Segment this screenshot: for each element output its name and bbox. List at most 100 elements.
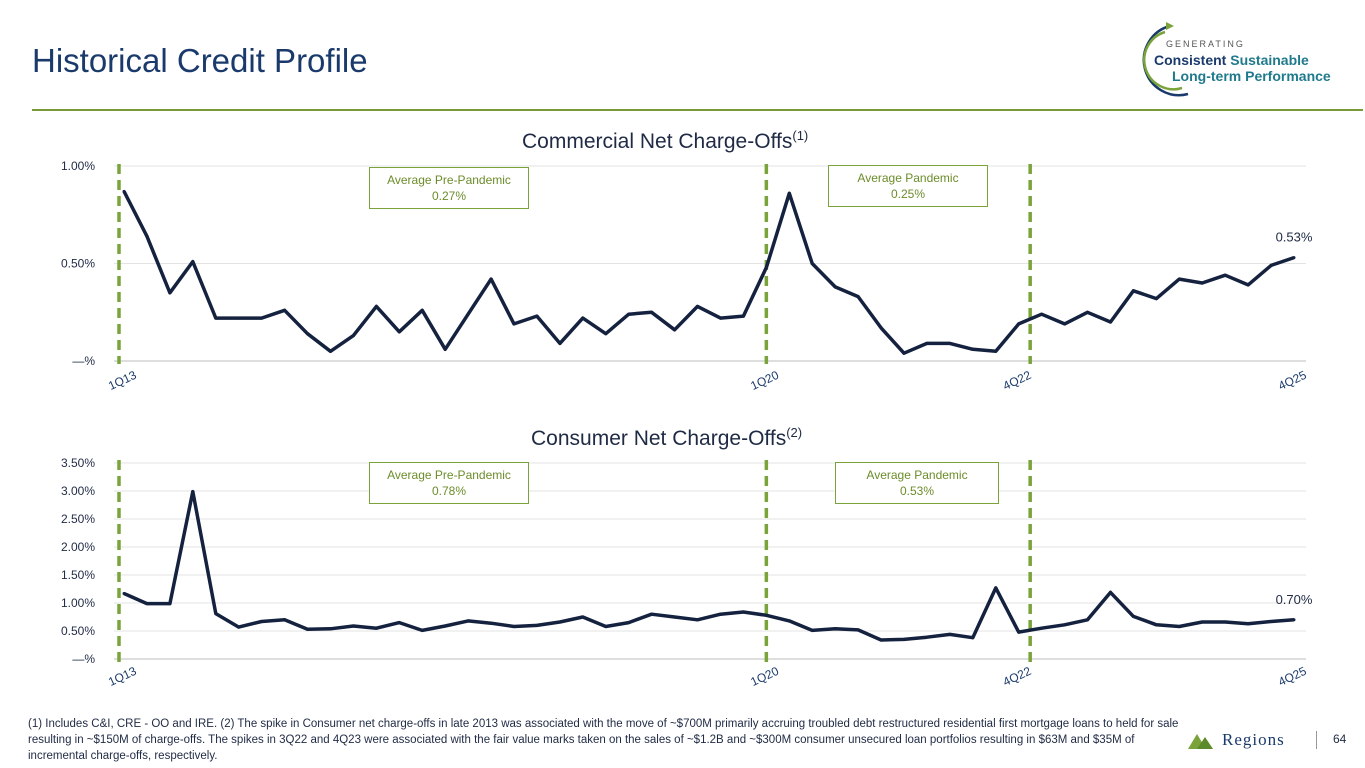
data-point <box>581 316 585 320</box>
annotation-label: Average Pandemic <box>857 171 959 185</box>
data-point <box>971 347 975 351</box>
y-tick-label: 2.00% <box>61 540 95 554</box>
data-point <box>741 610 745 614</box>
y-tick-label: 1.00% <box>61 596 95 610</box>
x-tick-label: 1Q13 <box>106 664 139 689</box>
commercial-chart-title: Commercial Net Charge-Offs(1) <box>522 128 808 154</box>
data-point <box>1131 614 1135 618</box>
data-point <box>948 632 952 636</box>
data-point <box>351 624 355 628</box>
data-point <box>1292 256 1296 260</box>
data-point <box>1246 283 1250 287</box>
x-tick-label: 1Q20 <box>748 664 781 689</box>
data-point <box>1269 263 1273 267</box>
data-point <box>306 627 310 631</box>
logo-line-2: Long-term Performance <box>1172 68 1331 84</box>
data-point <box>237 316 241 320</box>
data-point <box>718 316 722 320</box>
footer-separator <box>1316 731 1317 749</box>
data-point <box>306 332 310 336</box>
data-point <box>948 341 952 345</box>
data-point <box>856 295 860 299</box>
data-point <box>581 615 585 619</box>
y-tick-label: 3.50% <box>61 456 95 470</box>
data-point <box>1177 625 1181 629</box>
commercial-pre-pandemic-annotation: Average Pre-Pandemic 0.27% <box>369 167 529 209</box>
data-point <box>489 277 493 281</box>
data-point <box>214 316 218 320</box>
commercial-title-footnote: (1) <box>792 128 809 143</box>
data-point <box>650 310 654 314</box>
end-value-label: 0.70% <box>1276 592 1313 607</box>
data-point <box>1017 630 1021 634</box>
annotation-label: Average Pandemic <box>866 468 968 482</box>
data-point <box>879 638 883 642</box>
y-tick-label: 2.50% <box>61 512 95 526</box>
data-point <box>1040 312 1044 316</box>
data-point <box>466 312 470 316</box>
title-divider <box>32 109 1363 111</box>
end-value-label: 0.53% <box>1276 230 1313 245</box>
consumer-pre-pandemic-annotation: Average Pre-Pandemic 0.78% <box>369 462 529 504</box>
data-point <box>696 618 700 622</box>
data-point <box>856 628 860 632</box>
data-point <box>1200 620 1204 624</box>
data-point <box>260 619 264 623</box>
data-point <box>512 322 516 326</box>
data-point <box>328 627 332 631</box>
data-point <box>168 291 172 295</box>
logo-line-1: Consistent Sustainable <box>1154 52 1309 68</box>
data-point <box>283 618 287 622</box>
y-tick-label: —% <box>72 354 95 368</box>
data-point <box>1108 590 1112 594</box>
annotation-label: Average Pre-Pandemic <box>387 468 511 482</box>
series-line <box>122 190 1295 355</box>
data-point <box>558 341 562 345</box>
x-tick-label: 4Q25 <box>1276 664 1309 689</box>
data-point <box>191 490 195 494</box>
data-point <box>833 627 837 631</box>
data-point <box>374 304 378 308</box>
data-point <box>994 349 998 353</box>
data-point <box>696 304 700 308</box>
data-point <box>994 586 998 590</box>
data-point <box>558 620 562 624</box>
data-point <box>191 260 195 264</box>
annotation-label: Average Pre-Pandemic <box>387 173 511 187</box>
y-tick-label: 1.50% <box>61 568 95 582</box>
data-point <box>1131 289 1135 293</box>
annotation-value: 0.25% <box>890 187 926 201</box>
data-point <box>627 312 631 316</box>
commercial-title-text: Commercial Net Charge-Offs <box>522 130 793 153</box>
data-point <box>535 314 539 318</box>
annotation-value: 0.78% <box>431 484 467 498</box>
consumer-pandemic-annotation: Average Pandemic 0.53% <box>835 462 999 504</box>
data-point <box>902 637 906 641</box>
regions-wordmark: Regions <box>1222 730 1285 749</box>
arrow-arc-icon <box>1142 22 1189 97</box>
data-point <box>925 635 929 639</box>
data-point <box>1269 619 1273 623</box>
page-title: Historical Credit Profile <box>32 42 368 79</box>
y-tick-label: 3.00% <box>61 484 95 498</box>
data-point <box>925 341 929 345</box>
data-point <box>1223 273 1227 277</box>
data-point <box>1292 618 1296 622</box>
data-point <box>351 334 355 338</box>
regions-logo-icon <box>1188 734 1213 749</box>
tagline-logo: GENERATING Consistent Sustainable Long-t… <box>1130 20 1350 100</box>
y-tick-label: 1.00% <box>61 159 95 173</box>
annotation-value: 0.53% <box>899 484 935 498</box>
data-point <box>764 613 768 617</box>
data-point <box>833 285 837 289</box>
data-point <box>1154 623 1158 627</box>
series-line <box>123 489 1295 642</box>
data-point <box>673 615 677 619</box>
data-point <box>810 628 814 632</box>
data-point <box>971 636 975 640</box>
data-point <box>650 612 654 616</box>
data-point <box>1108 320 1112 324</box>
logo-generating-text: GENERATING <box>1166 39 1245 49</box>
footnote: (1) Includes C&I, CRE - OO and IRE. (2) … <box>28 718 1179 762</box>
data-point <box>604 332 608 336</box>
